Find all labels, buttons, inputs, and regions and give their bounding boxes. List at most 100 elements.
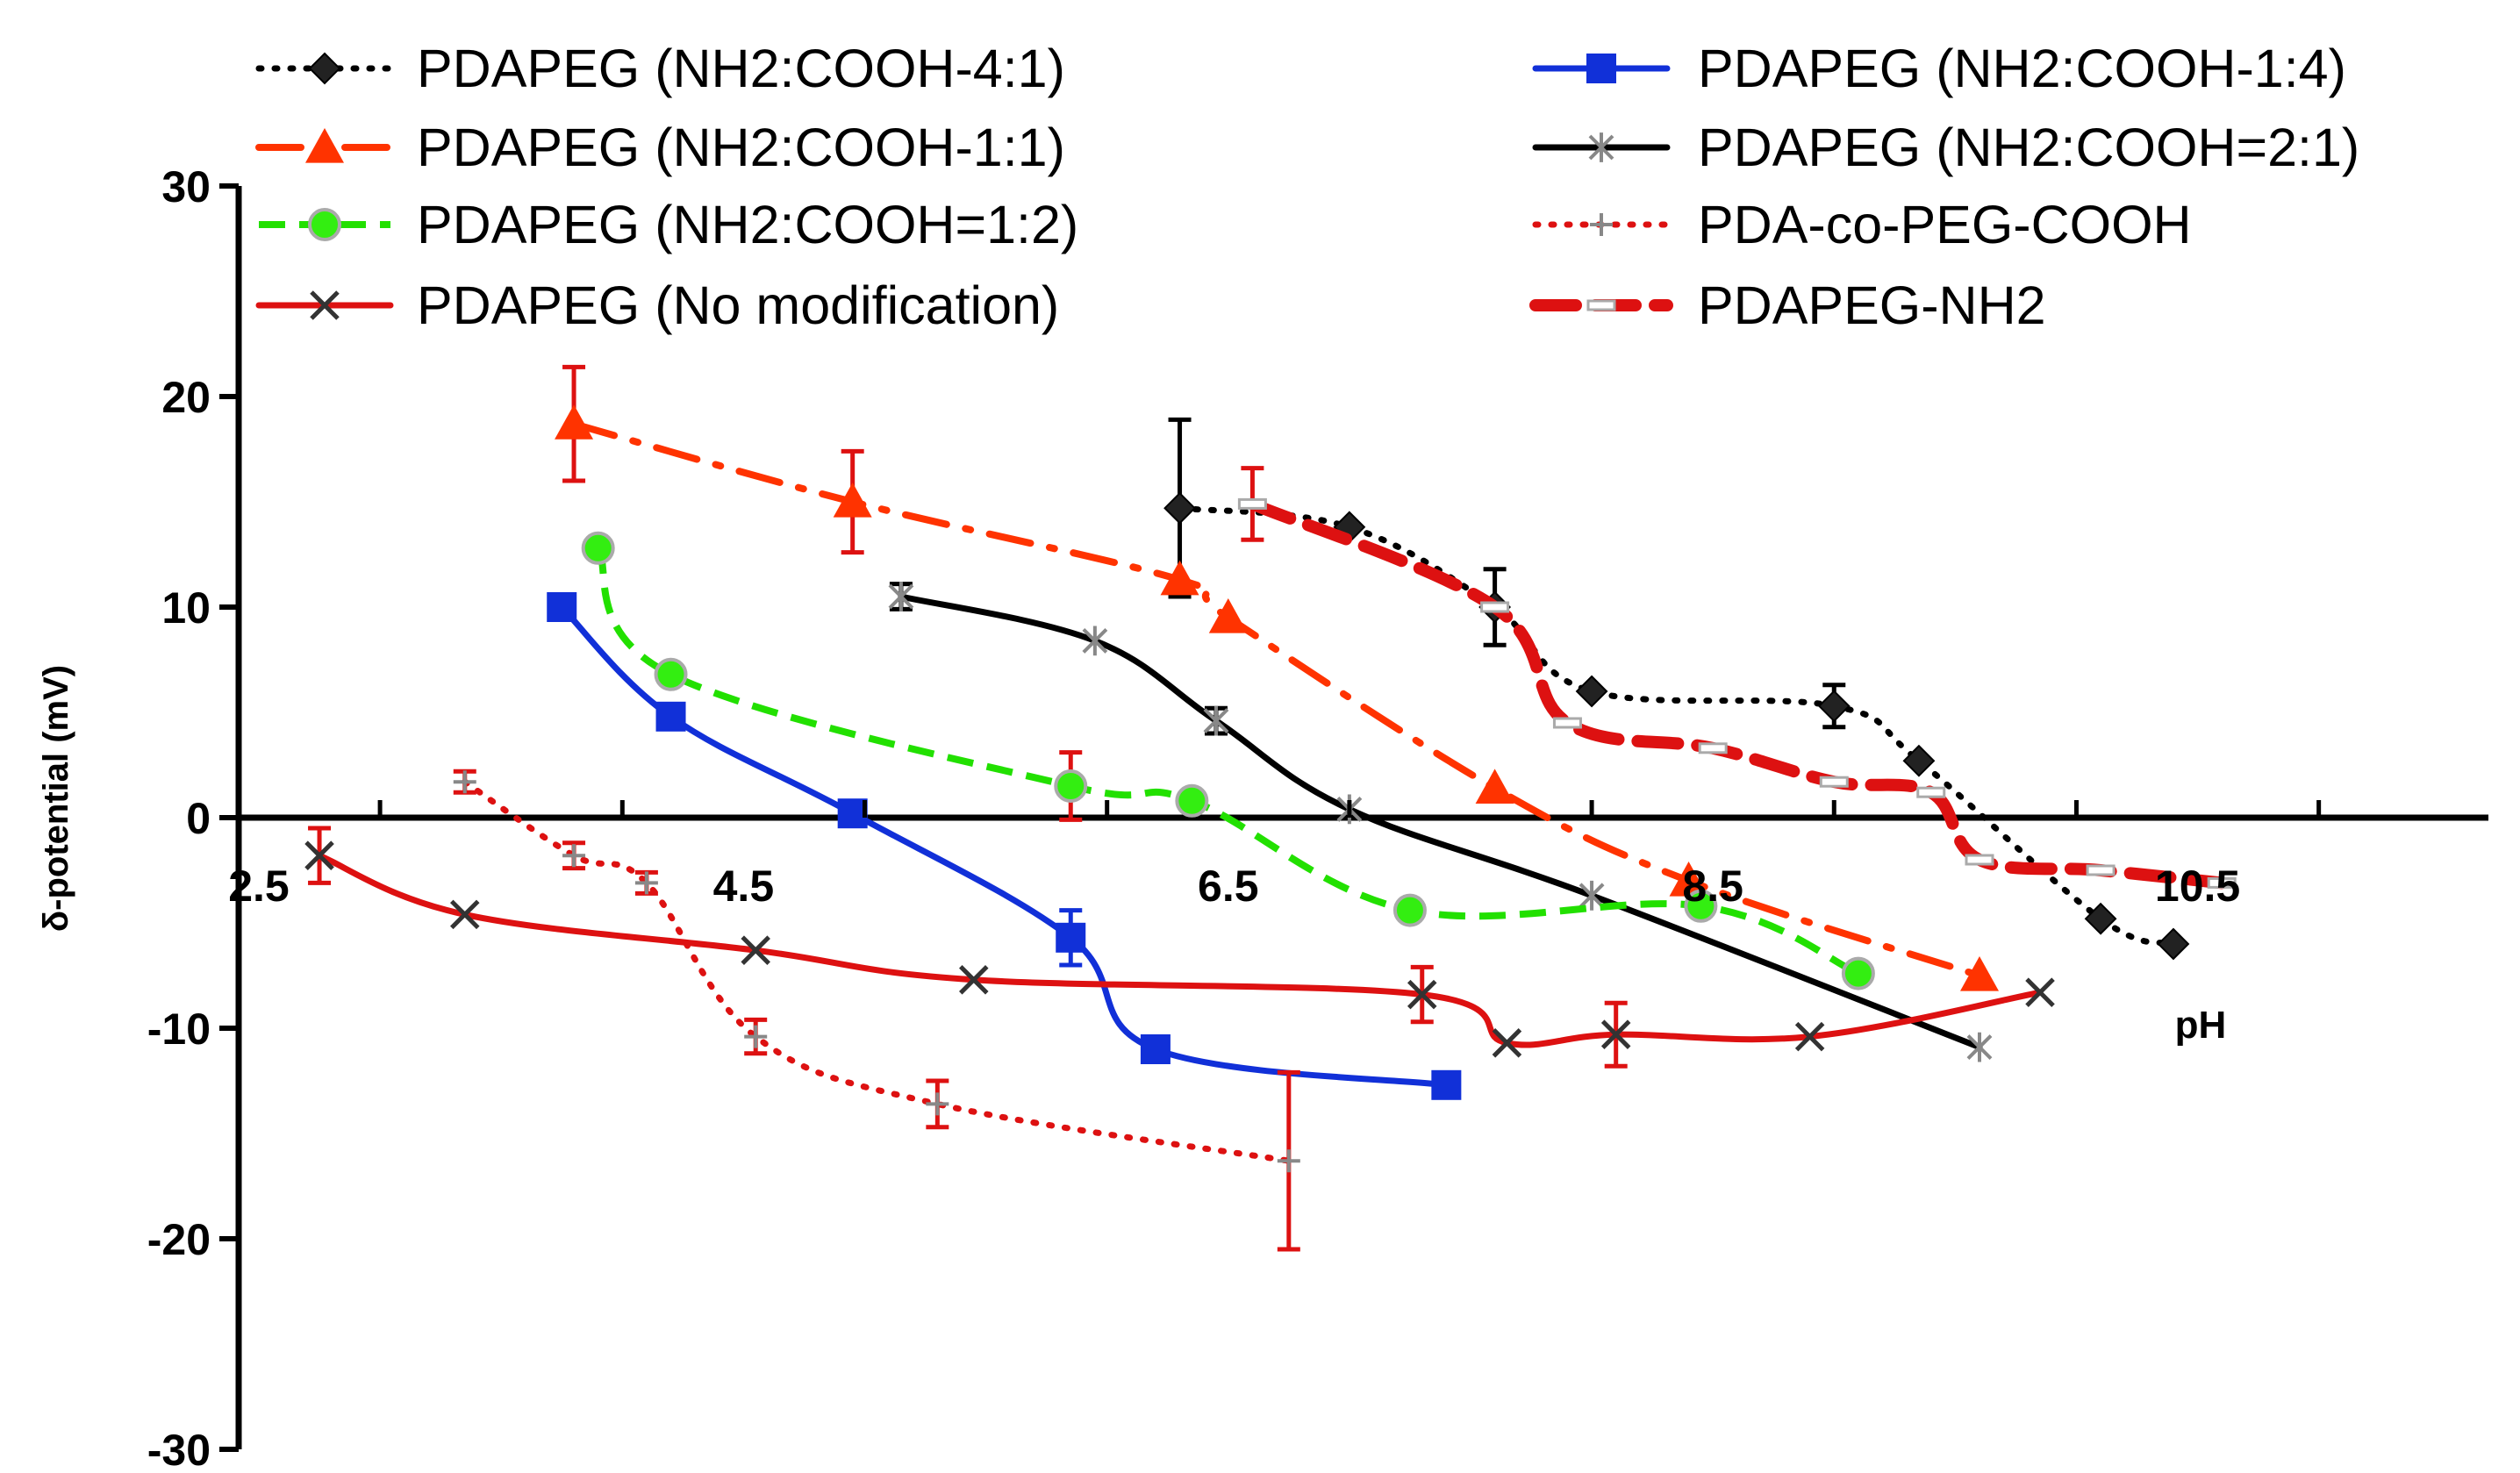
x-tick-label: 10.5 [2155, 862, 2240, 911]
asterisk-marker [1082, 626, 1108, 656]
triangle-marker [1208, 598, 1248, 633]
circle-marker [1054, 769, 1088, 803]
dash-marker [1916, 786, 1946, 798]
legend-label: PDAPEG (NH2:COOH=1:2) [417, 195, 1078, 254]
legend-item: PDAPEG-NH2 [1529, 275, 2046, 335]
square-marker [547, 592, 577, 622]
legend-label: PDA-co-PEG-COOH [1698, 195, 2192, 254]
triangle-marker [1669, 862, 1708, 897]
dash-marker [1819, 776, 1849, 788]
x-marker [1794, 1021, 1825, 1052]
y-tick-label: -20 [147, 1215, 211, 1264]
legend-label: PDAPEG (NH2:COOH-4:1) [417, 39, 1065, 98]
x-marker [959, 965, 989, 995]
legend-label: PDAPEG (NH2:COOH-1:1) [417, 118, 1065, 177]
triangle-marker [1160, 560, 1199, 596]
asterisk-marker [1966, 1032, 1993, 1062]
series-2 [547, 592, 1462, 1100]
circle-marker [1684, 889, 1718, 923]
dash-marker [1586, 299, 1616, 311]
series-layer [304, 364, 2237, 1252]
dash-marker [2207, 876, 2237, 889]
series-line [316, 852, 2044, 1048]
diamond-marker [308, 52, 341, 85]
triangle-marker [555, 404, 594, 440]
x-marker [449, 899, 480, 930]
circle-marker [1392, 893, 1427, 927]
dash-marker [1480, 601, 1510, 613]
legend-item: PDAPEG (NH2:COOH=1:2) [259, 195, 1078, 254]
diamond-marker [2157, 927, 2190, 961]
dash-marker [1552, 717, 1582, 729]
x-tick-label: 8.5 [1682, 862, 1743, 911]
y-tick-label: -30 [147, 1426, 211, 1473]
circle-marker [581, 531, 615, 565]
tick-layer: 30 20 10 0 -10 -20 -30 2.5 4.5 6.5 8.5 10.5 [147, 162, 2322, 1473]
diamond-marker [1817, 690, 1851, 723]
asterisk-marker [888, 582, 914, 611]
legend-item: PDAPEG (NH2:COOH-4:1) [255, 39, 1065, 98]
square-marker [1056, 922, 1086, 953]
x-marker [741, 935, 770, 965]
plus-marker [744, 1025, 768, 1048]
diamond-marker [2084, 902, 2117, 935]
y-axis-label: δ-potential (mV) [37, 665, 75, 932]
legend-label: PDAPEG (No modification) [417, 275, 1059, 335]
y-tick-label: -10 [147, 1005, 211, 1054]
circle-marker [654, 657, 688, 691]
diamond-marker [1163, 491, 1196, 525]
square-marker [1431, 1069, 1462, 1100]
dash-marker [1965, 854, 1994, 866]
legend-label: PDAPEG (NH2:COOH=2:1) [1698, 118, 2359, 177]
legend-item: PDA-co-PEG-COOH [1532, 195, 2192, 254]
y-tick-label: 30 [161, 162, 211, 211]
x-marker [2025, 977, 2055, 1007]
legend-label: PDAPEG-NH2 [1698, 275, 2046, 335]
triangle-marker [1959, 956, 1999, 991]
triangle-marker [305, 128, 344, 163]
plus-marker [926, 1092, 949, 1116]
x-marker [1492, 1028, 1522, 1058]
legend: PDAPEG (NH2:COOH-4:1) PDAPEG (NH2:COOH-1:… [255, 39, 2359, 335]
series-line [558, 604, 1450, 1089]
series-6 [453, 769, 1300, 1252]
circle-marker [1841, 956, 1875, 990]
plus-marker [634, 871, 658, 895]
triangle-marker [833, 483, 872, 518]
legend-label: PDAPEG (NH2:COOH-1:4) [1698, 39, 2346, 98]
series-8 [1237, 466, 2237, 890]
square-marker [655, 701, 686, 732]
asterisk-marker [1203, 705, 1229, 736]
series-5 [581, 531, 1875, 990]
asterisk-marker [1588, 132, 1614, 162]
square-marker [1586, 54, 1616, 83]
series-1 [1163, 417, 2190, 961]
circle-marker [1175, 783, 1209, 818]
legend-item: PDAPEG (No modification) [255, 275, 1059, 335]
legend-item: PDAPEG (NH2:COOH-1:4) [1532, 39, 2346, 98]
x-tick-label: 2.5 [228, 862, 290, 911]
series-7 [304, 826, 2055, 1069]
square-marker [1140, 1034, 1171, 1064]
x-marker [310, 290, 340, 320]
circle-marker [308, 208, 341, 241]
diamond-marker [1902, 744, 1936, 777]
triangle-marker [1475, 769, 1514, 804]
plus-marker [453, 770, 476, 794]
series-4 [888, 582, 1993, 1062]
legend-item: PDAPEG (NH2:COOH-1:1) [255, 118, 1065, 177]
asterisk-marker [1579, 880, 1605, 911]
x-axis-label: pH [2175, 1004, 2227, 1047]
plus-marker [562, 844, 586, 868]
diamond-marker [1575, 675, 1608, 708]
plus-marker [1590, 213, 1613, 236]
x-tick-label: 6.5 [1198, 862, 1259, 911]
series-3 [555, 364, 1999, 991]
dash-marker [1698, 742, 1728, 754]
x-tick-label: 4.5 [713, 862, 775, 911]
dash-marker [2086, 864, 2116, 876]
y-tick-label: 10 [161, 583, 211, 633]
y-tick-label: 20 [161, 373, 211, 422]
x-marker [1407, 979, 1437, 1010]
